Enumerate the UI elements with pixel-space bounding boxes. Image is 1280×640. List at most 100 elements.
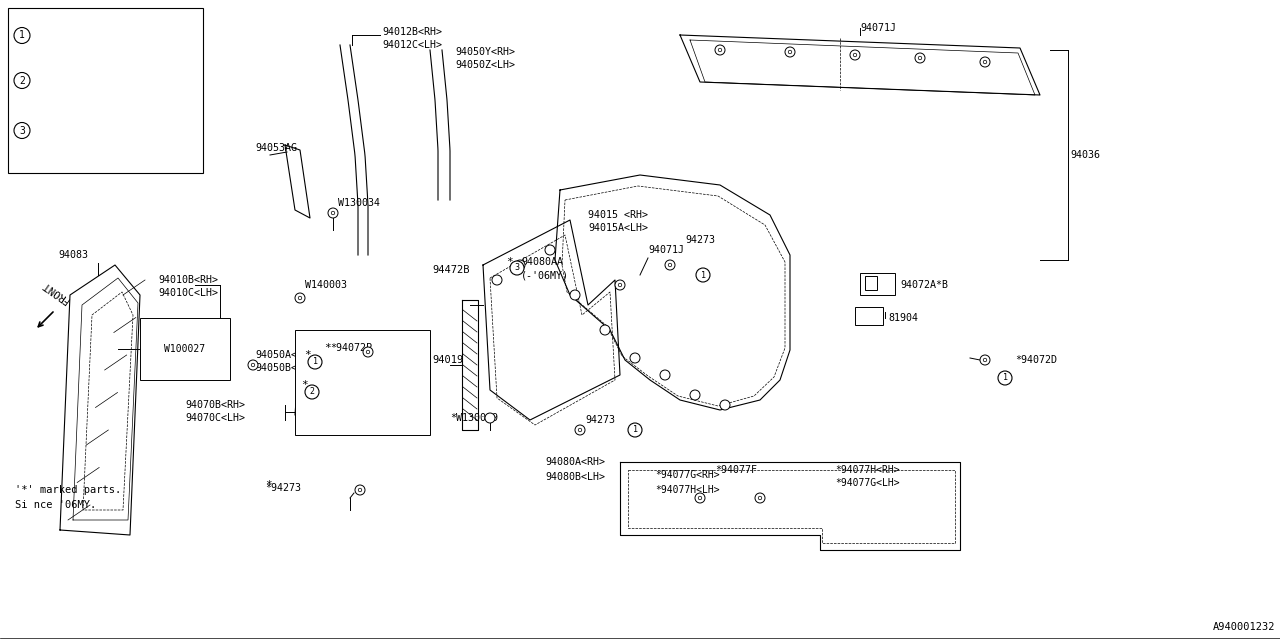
Text: *W130099: *W130099 (451, 413, 498, 423)
Bar (140, 318, 230, 380)
Bar (294, 330, 430, 435)
Text: *: * (302, 380, 308, 390)
Text: Q500025(0409- ): Q500025(0409- ) (38, 26, 128, 35)
Circle shape (666, 260, 675, 270)
Text: 94070B<RH>: 94070B<RH> (186, 400, 244, 410)
Circle shape (14, 28, 29, 44)
Circle shape (248, 360, 259, 370)
Circle shape (983, 358, 987, 362)
Circle shape (980, 57, 989, 67)
Text: 3: 3 (19, 125, 24, 136)
Text: Q360011('07MY- ): Q360011('07MY- ) (38, 120, 134, 131)
Circle shape (690, 390, 700, 400)
Circle shape (305, 385, 319, 399)
Circle shape (850, 50, 860, 60)
Text: W100021(D0501-): W100021(D0501-) (38, 76, 128, 86)
Circle shape (14, 122, 29, 138)
Circle shape (298, 296, 302, 300)
Bar (8, 8, 204, 173)
Text: 94019: 94019 (433, 355, 463, 365)
Circle shape (485, 413, 495, 423)
Circle shape (660, 370, 669, 380)
Text: Si nce '06MY.: Si nce '06MY. (15, 500, 96, 510)
Circle shape (699, 496, 701, 500)
Text: W130034: W130034 (338, 198, 380, 208)
Text: 1: 1 (632, 426, 637, 435)
Circle shape (614, 280, 625, 290)
Text: 94273: 94273 (685, 235, 716, 245)
Circle shape (579, 428, 581, 432)
Text: 94071J: 94071J (860, 23, 896, 33)
Text: 1: 1 (19, 31, 24, 40)
Text: 2: 2 (19, 76, 24, 86)
Circle shape (696, 268, 710, 282)
Text: 81904: 81904 (888, 313, 918, 323)
Bar (855, 307, 883, 325)
Circle shape (358, 488, 362, 492)
Circle shape (600, 325, 611, 335)
Text: 1: 1 (312, 358, 317, 367)
Circle shape (628, 423, 643, 437)
Text: 94012C<LH>: 94012C<LH> (381, 40, 442, 50)
Circle shape (630, 353, 640, 363)
Text: 94071J: 94071J (648, 245, 684, 255)
Text: 94472B: 94472B (433, 265, 470, 275)
Circle shape (366, 350, 370, 354)
Text: 94050A<RH>: 94050A<RH> (255, 350, 315, 360)
Text: 1: 1 (700, 271, 705, 280)
Circle shape (515, 260, 525, 270)
Text: *94077H<LH>: *94077H<LH> (655, 485, 719, 495)
Circle shape (14, 72, 29, 88)
Circle shape (294, 293, 305, 303)
Circle shape (980, 355, 989, 365)
Text: 94050B<LH>: 94050B<LH> (255, 363, 315, 373)
Text: W140003: W140003 (305, 280, 347, 290)
Circle shape (570, 290, 580, 300)
Text: 94050Y<RH>: 94050Y<RH> (454, 47, 515, 57)
Circle shape (575, 425, 585, 435)
Circle shape (668, 263, 672, 267)
Text: 1: 1 (1002, 374, 1007, 383)
Circle shape (364, 347, 372, 357)
Circle shape (308, 355, 323, 369)
Text: 94273: 94273 (585, 415, 614, 425)
Text: A940001232: A940001232 (1212, 622, 1275, 632)
Text: 94053AG: 94053AG (255, 143, 297, 153)
Text: *: * (507, 257, 513, 267)
Circle shape (983, 60, 987, 64)
Text: (-'06MY): (-'06MY) (521, 270, 570, 280)
Text: 94010C<LH>: 94010C<LH> (157, 288, 218, 298)
Circle shape (695, 493, 705, 503)
Bar (860, 273, 895, 295)
Text: 3: 3 (515, 264, 520, 273)
Text: *94077G<LH>: *94077G<LH> (835, 478, 900, 488)
Circle shape (915, 53, 925, 63)
Circle shape (918, 56, 922, 60)
Circle shape (854, 53, 856, 57)
Text: 94015A<LH>: 94015A<LH> (588, 223, 648, 233)
Text: 0218S  ( -'06MY): 0218S ( -'06MY) (38, 131, 134, 141)
Text: *94077G<RH>: *94077G<RH> (655, 470, 719, 480)
Circle shape (545, 245, 556, 255)
Text: *: * (265, 480, 271, 490)
Text: 94080B<LH>: 94080B<LH> (545, 472, 605, 482)
Bar (865, 276, 877, 290)
Circle shape (788, 51, 792, 54)
Circle shape (758, 496, 762, 500)
Circle shape (718, 48, 722, 52)
Circle shape (785, 47, 795, 57)
Circle shape (755, 493, 765, 503)
Text: *94077F: *94077F (716, 465, 756, 475)
Text: 94010B<RH>: 94010B<RH> (157, 275, 218, 285)
Circle shape (332, 211, 335, 215)
Text: FRONT: FRONT (40, 279, 72, 305)
Text: *94077H<RH>: *94077H<RH> (835, 465, 900, 475)
Text: '*' marked parts.: '*' marked parts. (15, 485, 122, 495)
Text: 94083: 94083 (58, 250, 88, 260)
Circle shape (509, 261, 524, 275)
Text: *: * (325, 343, 332, 353)
Text: 94080A<RH>: 94080A<RH> (545, 457, 605, 467)
Text: *: * (305, 350, 311, 360)
Text: W100027: W100027 (164, 344, 206, 354)
Text: 94080AA: 94080AA (521, 257, 563, 267)
